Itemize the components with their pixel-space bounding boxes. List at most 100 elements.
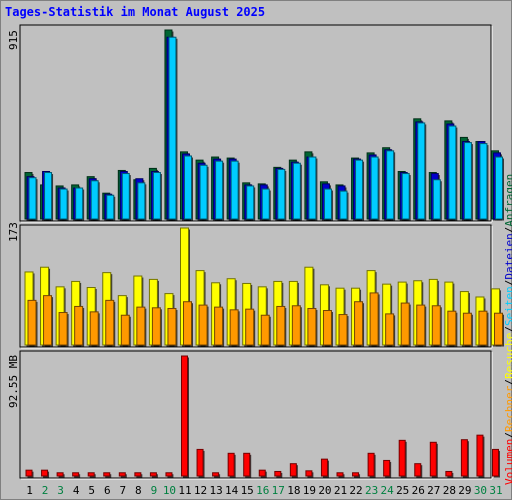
bar-volumen-day-9 [149, 472, 157, 477]
bar-rechner-day-20 [322, 310, 332, 346]
x-tick-label-day-24: 24 [381, 484, 395, 497]
bar-volumen-day-5 [87, 472, 95, 477]
bar-volumen-day-25 [398, 439, 406, 477]
bar-volumen-day-13 [212, 472, 220, 477]
x-tick-label-day-17: 17 [272, 484, 285, 497]
bar-seiten-day-24 [386, 150, 395, 220]
bar-volumen-day-23 [367, 452, 375, 477]
bar-volumen-day-22 [352, 472, 360, 477]
bar-seiten-day-12 [199, 164, 208, 220]
bar-rechner-day-27 [431, 305, 441, 346]
legend-separator: / [503, 280, 512, 287]
bar-volumen-day-7 [118, 472, 126, 477]
x-tick-label-day-12: 12 [194, 484, 207, 497]
bar-volumen-day-11 [181, 355, 188, 477]
legend-separator: / [503, 379, 512, 386]
bar-seiten-day-25 [401, 173, 410, 220]
x-tick-label-day-21: 21 [334, 484, 347, 497]
bar-seiten-day-7 [121, 173, 130, 220]
bar-seiten-day-19 [308, 156, 317, 220]
bar-rechner-day-3 [58, 312, 68, 346]
bar-seiten-day-11 [184, 155, 192, 220]
bar-volumen-day-16 [258, 469, 266, 477]
bar-volumen-day-12 [196, 448, 204, 477]
x-tick-label-day-9: 9 [151, 484, 158, 497]
x-tick-label-day-15: 15 [241, 484, 254, 497]
x-tick-label-day-28: 28 [443, 484, 456, 497]
bar-volumen-day-27 [429, 441, 437, 477]
legend-item-volumen: Volumen [503, 438, 512, 485]
bar-rechner-day-26 [416, 304, 426, 346]
bar-rechner-day-19 [307, 307, 317, 346]
bar-volumen-day-21 [336, 472, 344, 477]
legend-item-anfragen: Anfragen [503, 173, 512, 227]
bar-rechner-day-15 [245, 308, 255, 346]
x-tick-label-day-18: 18 [287, 484, 300, 497]
middle-panel-max-label: 173 [7, 222, 20, 242]
bar-rechner-day-6 [105, 299, 115, 346]
legend-item-seiten: Seiten [503, 286, 512, 327]
bar-rechner-day-24 [385, 313, 395, 346]
x-tick-label-day-2: 2 [42, 484, 49, 497]
bar-rechner-day-17 [276, 305, 286, 346]
bar-volumen-day-31 [492, 448, 499, 477]
bar-rechner-day-23 [369, 292, 379, 346]
bar-seiten-day-22 [355, 159, 364, 220]
x-tick-label-day-11: 11 [178, 484, 191, 497]
bar-volumen-day-24 [383, 459, 391, 477]
x-tick-label-day-23: 23 [365, 484, 378, 497]
bar-rechner-day-16 [260, 314, 270, 346]
bar-volumen-day-19 [305, 470, 313, 477]
bar-volumen-day-1 [25, 469, 33, 477]
x-tick-label-day-4: 4 [73, 484, 80, 497]
x-tick-label-day-22: 22 [349, 484, 362, 497]
bar-volumen-day-15 [243, 452, 251, 477]
bar-seiten-day-23 [370, 156, 379, 220]
bar-volumen-day-29 [460, 439, 468, 477]
bar-volumen-day-14 [227, 452, 235, 477]
bar-seiten-day-6 [106, 194, 115, 220]
bar-rechner-day-22 [354, 301, 364, 346]
bar-volumen-day-4 [72, 472, 80, 477]
bar-volumen-day-6 [103, 472, 111, 477]
x-tick-label-day-27: 27 [427, 484, 440, 497]
top-panel-max-label: 915 [7, 30, 20, 50]
bar-rechner-day-31 [494, 312, 503, 346]
x-tick-label-day-30: 30 [474, 484, 487, 497]
x-tick-label-day-10: 10 [163, 484, 176, 497]
bar-seiten-day-1 [28, 177, 37, 220]
legend-separator: / [503, 227, 512, 234]
bar-seiten-day-31 [495, 156, 503, 220]
bar-volumen-day-28 [445, 470, 453, 477]
bar-seiten-day-15 [246, 185, 255, 220]
bar-volumen-day-3 [56, 472, 64, 477]
bar-rechner-day-7 [120, 314, 130, 346]
bar-seiten-day-20 [323, 188, 332, 220]
bar-seiten-day-5 [90, 180, 99, 220]
bar-seiten-day-3 [59, 188, 68, 220]
x-tick-label-day-13: 13 [209, 484, 222, 497]
bar-rechner-day-29 [462, 312, 472, 346]
bar-seiten-day-4 [75, 187, 84, 220]
bar-rechner-day-12 [198, 304, 208, 346]
bar-rechner-day-8 [136, 306, 146, 346]
panel-frame-bottom [19, 350, 492, 479]
bar-rechner-day-10 [167, 307, 177, 346]
bar-rechner-day-21 [338, 314, 348, 346]
bar-seiten-day-2 [44, 172, 53, 220]
bar-seiten-day-30 [479, 143, 488, 220]
legend-item-dateien: Dateien [503, 233, 512, 280]
legend-separator: / [503, 326, 512, 333]
x-tick-label-day-29: 29 [458, 484, 471, 497]
x-tick-label-day-19: 19 [303, 484, 316, 497]
bar-volumen-day-10 [165, 472, 173, 477]
legend-item-rechner: Rechner [503, 385, 512, 433]
bar-seiten-day-26 [417, 122, 426, 220]
bar-volumen-day-26 [414, 463, 422, 477]
x-tick-label-day-8: 8 [135, 484, 142, 497]
x-tick-label-day-1: 1 [26, 484, 33, 497]
bar-rechner-day-18 [291, 305, 301, 346]
x-tick-label-day-5: 5 [88, 484, 95, 497]
